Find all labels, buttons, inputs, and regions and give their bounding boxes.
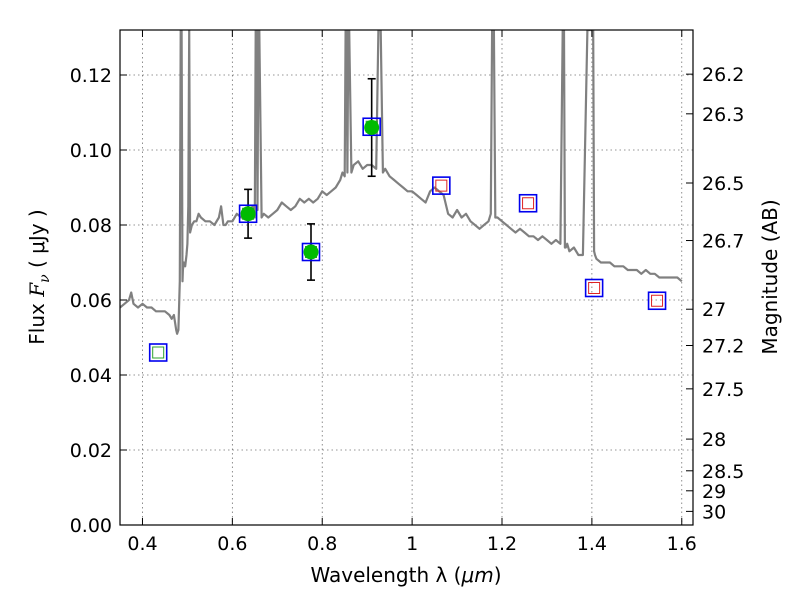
y-tick-label: 0.08 xyxy=(70,215,112,237)
model-flux-box xyxy=(432,176,451,195)
magnitude-tick-label: 27.5 xyxy=(702,379,744,401)
magnitude-tick-label: 30 xyxy=(702,501,726,523)
observed-flux-point xyxy=(364,120,380,135)
magnitude-tick-label: 28 xyxy=(702,429,726,451)
y-tick-label: 0.02 xyxy=(70,440,112,462)
y-tick-label: 0.00 xyxy=(70,515,112,537)
observed-flux-point xyxy=(240,206,256,222)
model-flux-inner xyxy=(651,294,664,307)
model-flux-box xyxy=(301,242,321,262)
magnitude-tick-label: 26.3 xyxy=(702,104,744,126)
y-axis-label: Flux Fν ( μJy ) xyxy=(25,209,53,344)
model-flux-box xyxy=(584,278,604,298)
magnitude-axis-label: Magnitude (AB) xyxy=(758,199,782,354)
y-tick-label: 0.10 xyxy=(70,140,112,162)
grid-lines xyxy=(120,30,693,526)
model-spectrum xyxy=(120,30,683,335)
y-tick-label: 0.12 xyxy=(70,65,112,87)
model-flux-box xyxy=(647,291,667,311)
model-flux-inner xyxy=(435,179,448,192)
x-tick-label: 0.8 xyxy=(307,533,337,555)
magnitude-tick-label: 27.2 xyxy=(702,336,744,358)
magnitude-tick-label: 27 xyxy=(702,299,726,321)
model-flux-inner xyxy=(152,346,165,359)
observed-flux-point xyxy=(303,244,319,260)
spectrum-line xyxy=(120,30,683,335)
x-axis-label: Wavelength λ (μm) xyxy=(310,563,501,587)
model-flux-box xyxy=(238,204,258,224)
x-tick-label: 1.4 xyxy=(577,533,607,555)
model-flux-box xyxy=(362,117,381,137)
photometry-markers xyxy=(148,77,667,362)
y-tick-label: 0.06 xyxy=(70,290,112,312)
x-tick-label: 1 xyxy=(406,533,418,555)
x-tick-label: 1.6 xyxy=(667,533,697,555)
model-flux-inner xyxy=(522,197,535,210)
model-flux-inner xyxy=(588,282,601,294)
magnitude-tick-label: 28.5 xyxy=(702,461,744,483)
x-tick-label: 0.6 xyxy=(217,533,247,555)
magnitude-tick-label: 26.7 xyxy=(702,231,744,253)
magnitude-tick-label: 26.2 xyxy=(702,64,744,86)
model-flux-box xyxy=(518,193,538,213)
plot-frame xyxy=(119,29,694,526)
magnitude-tick-label: 29 xyxy=(702,481,726,503)
y-tick-label: 0.04 xyxy=(70,365,112,387)
axis-ticks: 0.4 0.6 0.8 1 1.2 1.4 1.6 0.00 0.02 0.04 0.06 0.08 0… xyxy=(70,30,744,555)
x-tick-label: 1.2 xyxy=(487,533,517,555)
x-tick-label: 0.4 xyxy=(127,533,157,555)
magnitude-tick-label: 26.5 xyxy=(702,173,744,195)
model-flux-box xyxy=(148,343,168,362)
